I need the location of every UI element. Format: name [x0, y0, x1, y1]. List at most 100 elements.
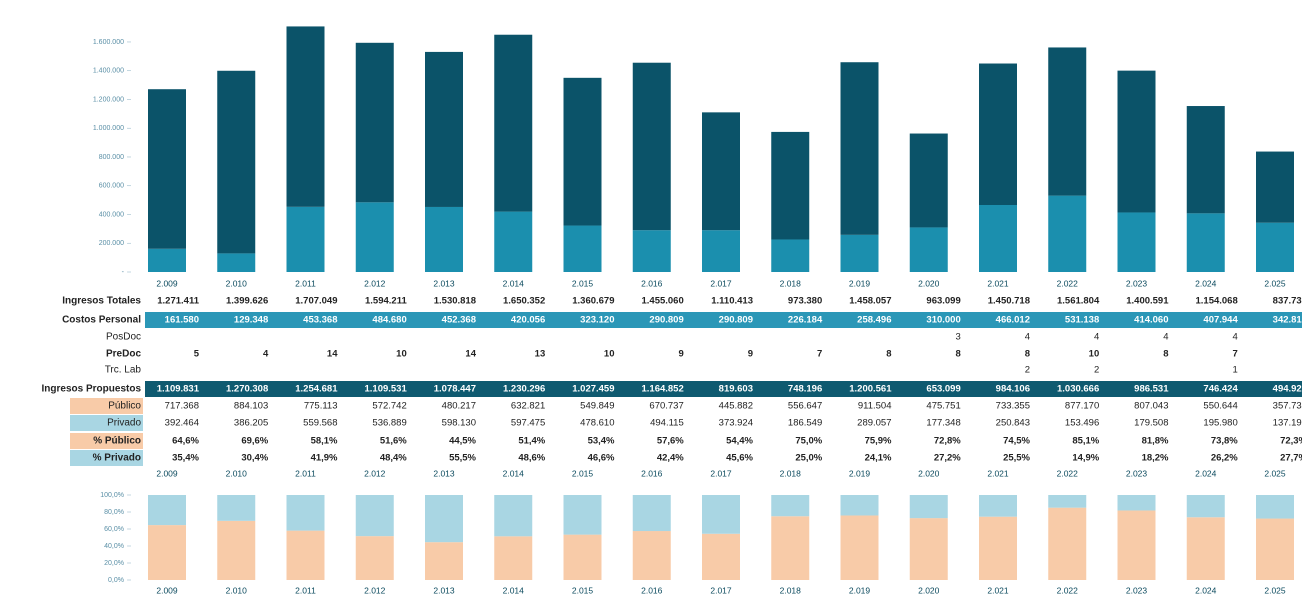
y-tick-label: 80,0% [104, 509, 124, 516]
cell: 1.455.060 [641, 296, 683, 307]
cell: 258.496 [857, 315, 891, 326]
bar-segment [286, 530, 325, 580]
cell: 81,8% [1142, 436, 1169, 447]
x-tick-label: 2.014 [503, 278, 525, 288]
x-tick-label: 2.018 [780, 585, 802, 595]
bar-segment [1186, 213, 1225, 272]
cell: 1.110.413 [711, 296, 753, 307]
cell: 1.027.459 [572, 384, 614, 395]
cell: 69,6% [241, 436, 268, 447]
bar-segment [217, 520, 256, 580]
cell: 373.924 [719, 418, 753, 429]
cell: 8 [1025, 349, 1030, 360]
cell: 1.594.211 [365, 296, 407, 307]
cell: 1.078.447 [434, 384, 476, 395]
cell: 153.496 [1065, 418, 1099, 429]
cell: 1.399.626 [226, 296, 268, 307]
row-label-bg [70, 450, 143, 466]
bar-segment [563, 77, 602, 226]
cell: 1.200.561 [849, 384, 892, 395]
bar-segment [425, 542, 463, 580]
y-tick-label: 1.400.000 [93, 68, 124, 75]
y-tick-label: 600.000 [99, 183, 124, 190]
cell: 911.504 [858, 401, 892, 412]
bar-segment [1256, 495, 1294, 519]
cell: 414.060 [1134, 315, 1168, 326]
cell: 1.360.679 [572, 296, 614, 307]
bar-segment [1117, 212, 1156, 272]
cell: 1.154.068 [1195, 296, 1237, 307]
cell: 357.731 [1273, 401, 1302, 412]
bar-segment [1048, 47, 1087, 196]
cell: 177.348 [926, 418, 960, 429]
cell: 536.889 [372, 418, 406, 429]
cell: 484.680 [372, 315, 406, 326]
cell: 1.270.308 [226, 384, 268, 395]
bar-segment [355, 536, 394, 580]
cell: 289.057 [857, 418, 891, 429]
cell: 807.043 [1134, 401, 1168, 412]
bar-segment [909, 518, 948, 580]
year-header: 2.019 [849, 468, 871, 478]
row-label: Privado [107, 418, 141, 429]
row-label: Ingresos Totales [62, 296, 141, 307]
cell: 1.530.818 [434, 296, 476, 307]
cell: 10 [396, 349, 407, 360]
x-tick-label: 2.011 [295, 278, 316, 288]
row-label-bg [70, 415, 143, 431]
cell: 466.012 [996, 315, 1030, 326]
year-header: 2.012 [364, 468, 386, 478]
bar-segment [909, 133, 948, 228]
x-tick-label: 2.022 [1057, 278, 1079, 288]
cell: 494.927 [1273, 384, 1302, 395]
cell: 4 [1163, 332, 1168, 343]
cell: 72,3% [1280, 436, 1302, 447]
bar-segment [702, 533, 740, 580]
x-tick-label: 2.017 [710, 278, 732, 288]
cell: 9 [748, 349, 753, 360]
cell: 392.464 [165, 418, 199, 429]
bar-segment [494, 495, 533, 537]
cell: 14 [327, 349, 338, 360]
year-header: 2.015 [572, 468, 594, 478]
bar-segment [979, 495, 1017, 517]
x-tick-label: 2.021 [987, 585, 1009, 595]
bar-segment [286, 206, 325, 272]
year-header: 2.009 [156, 468, 178, 478]
cell: 632.821 [511, 401, 545, 412]
x-tick-label: 2.024 [1195, 585, 1217, 595]
cell: 653.099 [926, 384, 960, 395]
cell: 420.056 [511, 315, 545, 326]
cell: 973.380 [788, 296, 822, 307]
y-tick-label: 20,0% [104, 560, 124, 567]
cell: 559.568 [303, 418, 337, 429]
cell: 27,7% [1280, 453, 1302, 464]
cell: 819.603 [719, 384, 753, 395]
year-header: 2.010 [226, 468, 248, 478]
cell: 1.400.591 [1126, 296, 1169, 307]
bar-segment [355, 495, 394, 537]
cell: 7 [817, 349, 822, 360]
bar-segment [494, 34, 533, 212]
cell: 323.120 [580, 315, 614, 326]
bar-segment [840, 515, 879, 580]
row-label-bg [70, 398, 143, 414]
y-tick-label: - [122, 269, 125, 276]
bar-segment [702, 112, 740, 231]
bar-segment [632, 230, 671, 272]
x-tick-label: 2.019 [849, 278, 871, 288]
cell: 1.650.352 [503, 296, 545, 307]
year-header: 2.011 [295, 468, 316, 478]
row-label: Trc. Lab [105, 365, 142, 376]
bar-segment [1256, 222, 1294, 272]
bar-segment [909, 227, 948, 272]
cell: 598.130 [442, 418, 476, 429]
cell: 4 [1094, 332, 1099, 343]
x-tick-label: 2.020 [918, 585, 940, 595]
cell: 8 [1163, 349, 1168, 360]
bar-segment [979, 205, 1017, 272]
cell: 480.217 [442, 401, 476, 412]
cell: 531.138 [1065, 315, 1099, 326]
row-band [145, 381, 1302, 397]
cell: 386.205 [234, 418, 268, 429]
